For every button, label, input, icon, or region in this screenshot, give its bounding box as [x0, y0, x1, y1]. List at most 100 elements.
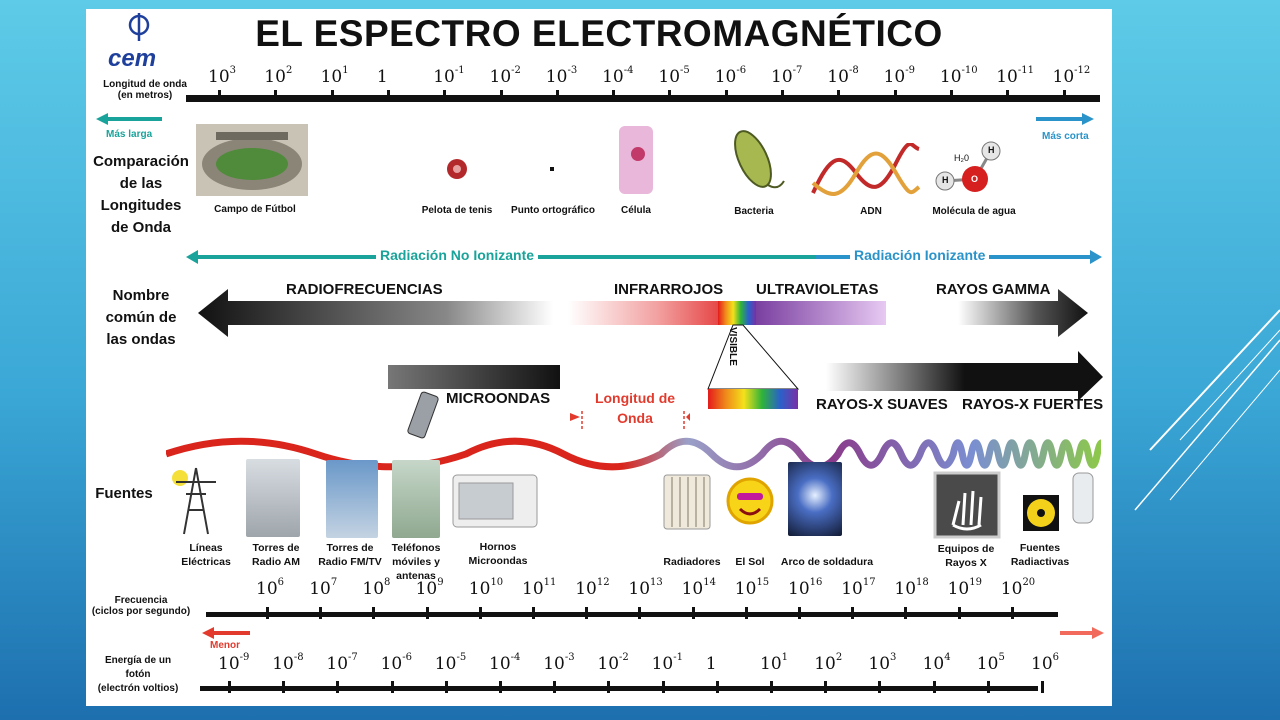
- comparison-item-6: Molécula de agua: [932, 206, 1016, 217]
- xray-equipment-icon: [933, 471, 1001, 539]
- wavelength-tick-label: 10-11: [996, 65, 1034, 87]
- wavelength-tick-label: 10-6: [714, 65, 747, 87]
- soft-xray-label: RAYOS-X SUAVES: [816, 396, 948, 413]
- source-label: Líneas Eléctricas: [181, 542, 231, 568]
- energy-tick-label: 106: [1031, 652, 1060, 674]
- microwaves-label: MICROONDAS: [446, 390, 551, 407]
- energy-tick-label: 1: [705, 654, 717, 674]
- gamma-band-label: RAYOS GAMMA: [936, 281, 1051, 298]
- frequency-tick-label: 1013: [628, 577, 663, 599]
- logo-text: cem: [108, 45, 157, 72]
- source-label: Hornos Microondas: [468, 541, 528, 567]
- wavelength-tick-label: 10-1: [433, 65, 465, 87]
- wavelength-tick: [612, 90, 616, 102]
- longer-arrow-icon: [96, 113, 162, 125]
- frequency-tick: [1010, 607, 1014, 619]
- frequency-tick: [957, 607, 961, 619]
- welding-arc-icon: [788, 462, 842, 536]
- radio-band-label: RADIOFRECUENCIAS: [286, 281, 443, 298]
- wavelength-tick-label: 102: [264, 65, 293, 87]
- energy-tick-label: 102: [814, 652, 843, 674]
- frequency-tick: [851, 607, 855, 619]
- wavelength-tick-label: 10-7: [771, 65, 803, 87]
- wavelength-tick: [555, 90, 559, 102]
- stadium-icon: [196, 124, 308, 196]
- am-tower-icon: [246, 459, 300, 537]
- frequency-tick-label: 1011: [522, 577, 557, 599]
- visible-label: VISIBLE: [727, 327, 738, 366]
- microwave-oven-icon: [452, 474, 538, 528]
- frequency-tick-label: 1014: [681, 577, 716, 599]
- energy-tick: [1041, 681, 1044, 693]
- energy-tick: [553, 681, 557, 693]
- energy-tick: [824, 681, 828, 693]
- energy-tick-label: 10-6: [380, 652, 412, 674]
- energy-tick: [770, 681, 773, 693]
- ionizing-label: Radiación Ionizante: [850, 247, 990, 263]
- wavelength-tick: [893, 90, 897, 102]
- source-label: Fuentes Radiactivas: [1010, 542, 1070, 568]
- comparison-item-2: Punto ortográfico: [511, 205, 595, 216]
- fm-tower-icon: [326, 460, 378, 538]
- higher-arrow-icon: [1060, 627, 1104, 639]
- energy-tick-label: 10-4: [489, 652, 521, 674]
- phone-icon: [407, 391, 439, 439]
- frequency-tick: [266, 607, 269, 619]
- frequency-tick: [904, 607, 908, 619]
- wavelength-tick: [837, 90, 841, 102]
- wavelength-tick-label: 101: [320, 65, 349, 87]
- wavelength-tick: [949, 90, 953, 102]
- source-label: Equipos de Rayos X: [937, 543, 995, 569]
- frequency-tick: [532, 607, 535, 619]
- page-title: EL ESPECTRO ELECTROMAGNÉTICO: [255, 13, 943, 54]
- energy-tick-label: 101: [760, 652, 789, 674]
- source-label: Teléfonos móviles y antenas: [391, 542, 441, 582]
- source-label: Torres de Radio AM: [251, 542, 301, 568]
- energy-tick-label: 10-7: [326, 652, 358, 674]
- frequency-scale-bar: [206, 612, 1058, 617]
- shorter-arrow-icon: [1036, 113, 1094, 125]
- source-label: Arco de soldadura: [780, 556, 874, 568]
- energy-tick: [607, 681, 611, 693]
- frequency-tick: [319, 607, 323, 619]
- energy-tick: [390, 681, 394, 693]
- frequency-tick: [638, 607, 642, 619]
- energy-tick-label: 104: [922, 652, 951, 674]
- antenna-icon: [392, 460, 440, 538]
- energy-scale-bar: [200, 686, 1038, 691]
- shorter-label: Más corta: [1042, 131, 1089, 142]
- energy-tick-label: 10-1: [651, 652, 683, 674]
- wavelength-label: Longitud de onda (en metros): [103, 79, 187, 101]
- lower-arrow-icon: [202, 627, 250, 639]
- sun-icon: [726, 477, 774, 525]
- h-atom-label: H: [988, 145, 995, 155]
- ultraviolet-band-label: ULTRAVIOLETAS: [756, 281, 879, 298]
- frequency-tick-label: 107: [309, 577, 338, 599]
- bacteria-icon: [734, 130, 785, 189]
- dot-icon: [550, 167, 554, 171]
- frequency-tick: [372, 607, 376, 619]
- frequency-tick-label: 106: [256, 577, 285, 599]
- energy-tick: [986, 681, 990, 693]
- wavelength-tick: [781, 90, 784, 102]
- source-label: El Sol: [735, 556, 765, 568]
- lower-label: Menor: [210, 640, 240, 651]
- comparison-item-3: Célula: [620, 205, 651, 216]
- spectrum-diagram: cem EL ESPECTRO ELECTROMAGNÉTICO Longitu…: [86, 9, 1112, 706]
- wavelength-tick: [1006, 90, 1010, 102]
- o-atom-label: O: [971, 174, 979, 184]
- energy-tick: [715, 681, 719, 693]
- wavelength-tick-label: 10-2: [489, 65, 521, 87]
- infrared-band-label: INFRARROJOS: [614, 281, 724, 298]
- energy-tick: [932, 681, 936, 693]
- dna-icon: [811, 143, 921, 196]
- common-name-label: Nombre común de las ondas: [105, 287, 177, 348]
- wavelength-tick-label: 103: [208, 65, 237, 87]
- tennis-ball-icon: [447, 159, 467, 179]
- energy-tick: [499, 681, 502, 693]
- source-label: Torres de Radio FM/TV: [318, 542, 382, 568]
- energy-tick-label: 103: [868, 652, 897, 674]
- hard-xray-label: RAYOS-X FUERTES: [962, 396, 1104, 413]
- source-label: Radiadores: [663, 556, 721, 568]
- energy-tick-label: 10-5: [434, 652, 467, 674]
